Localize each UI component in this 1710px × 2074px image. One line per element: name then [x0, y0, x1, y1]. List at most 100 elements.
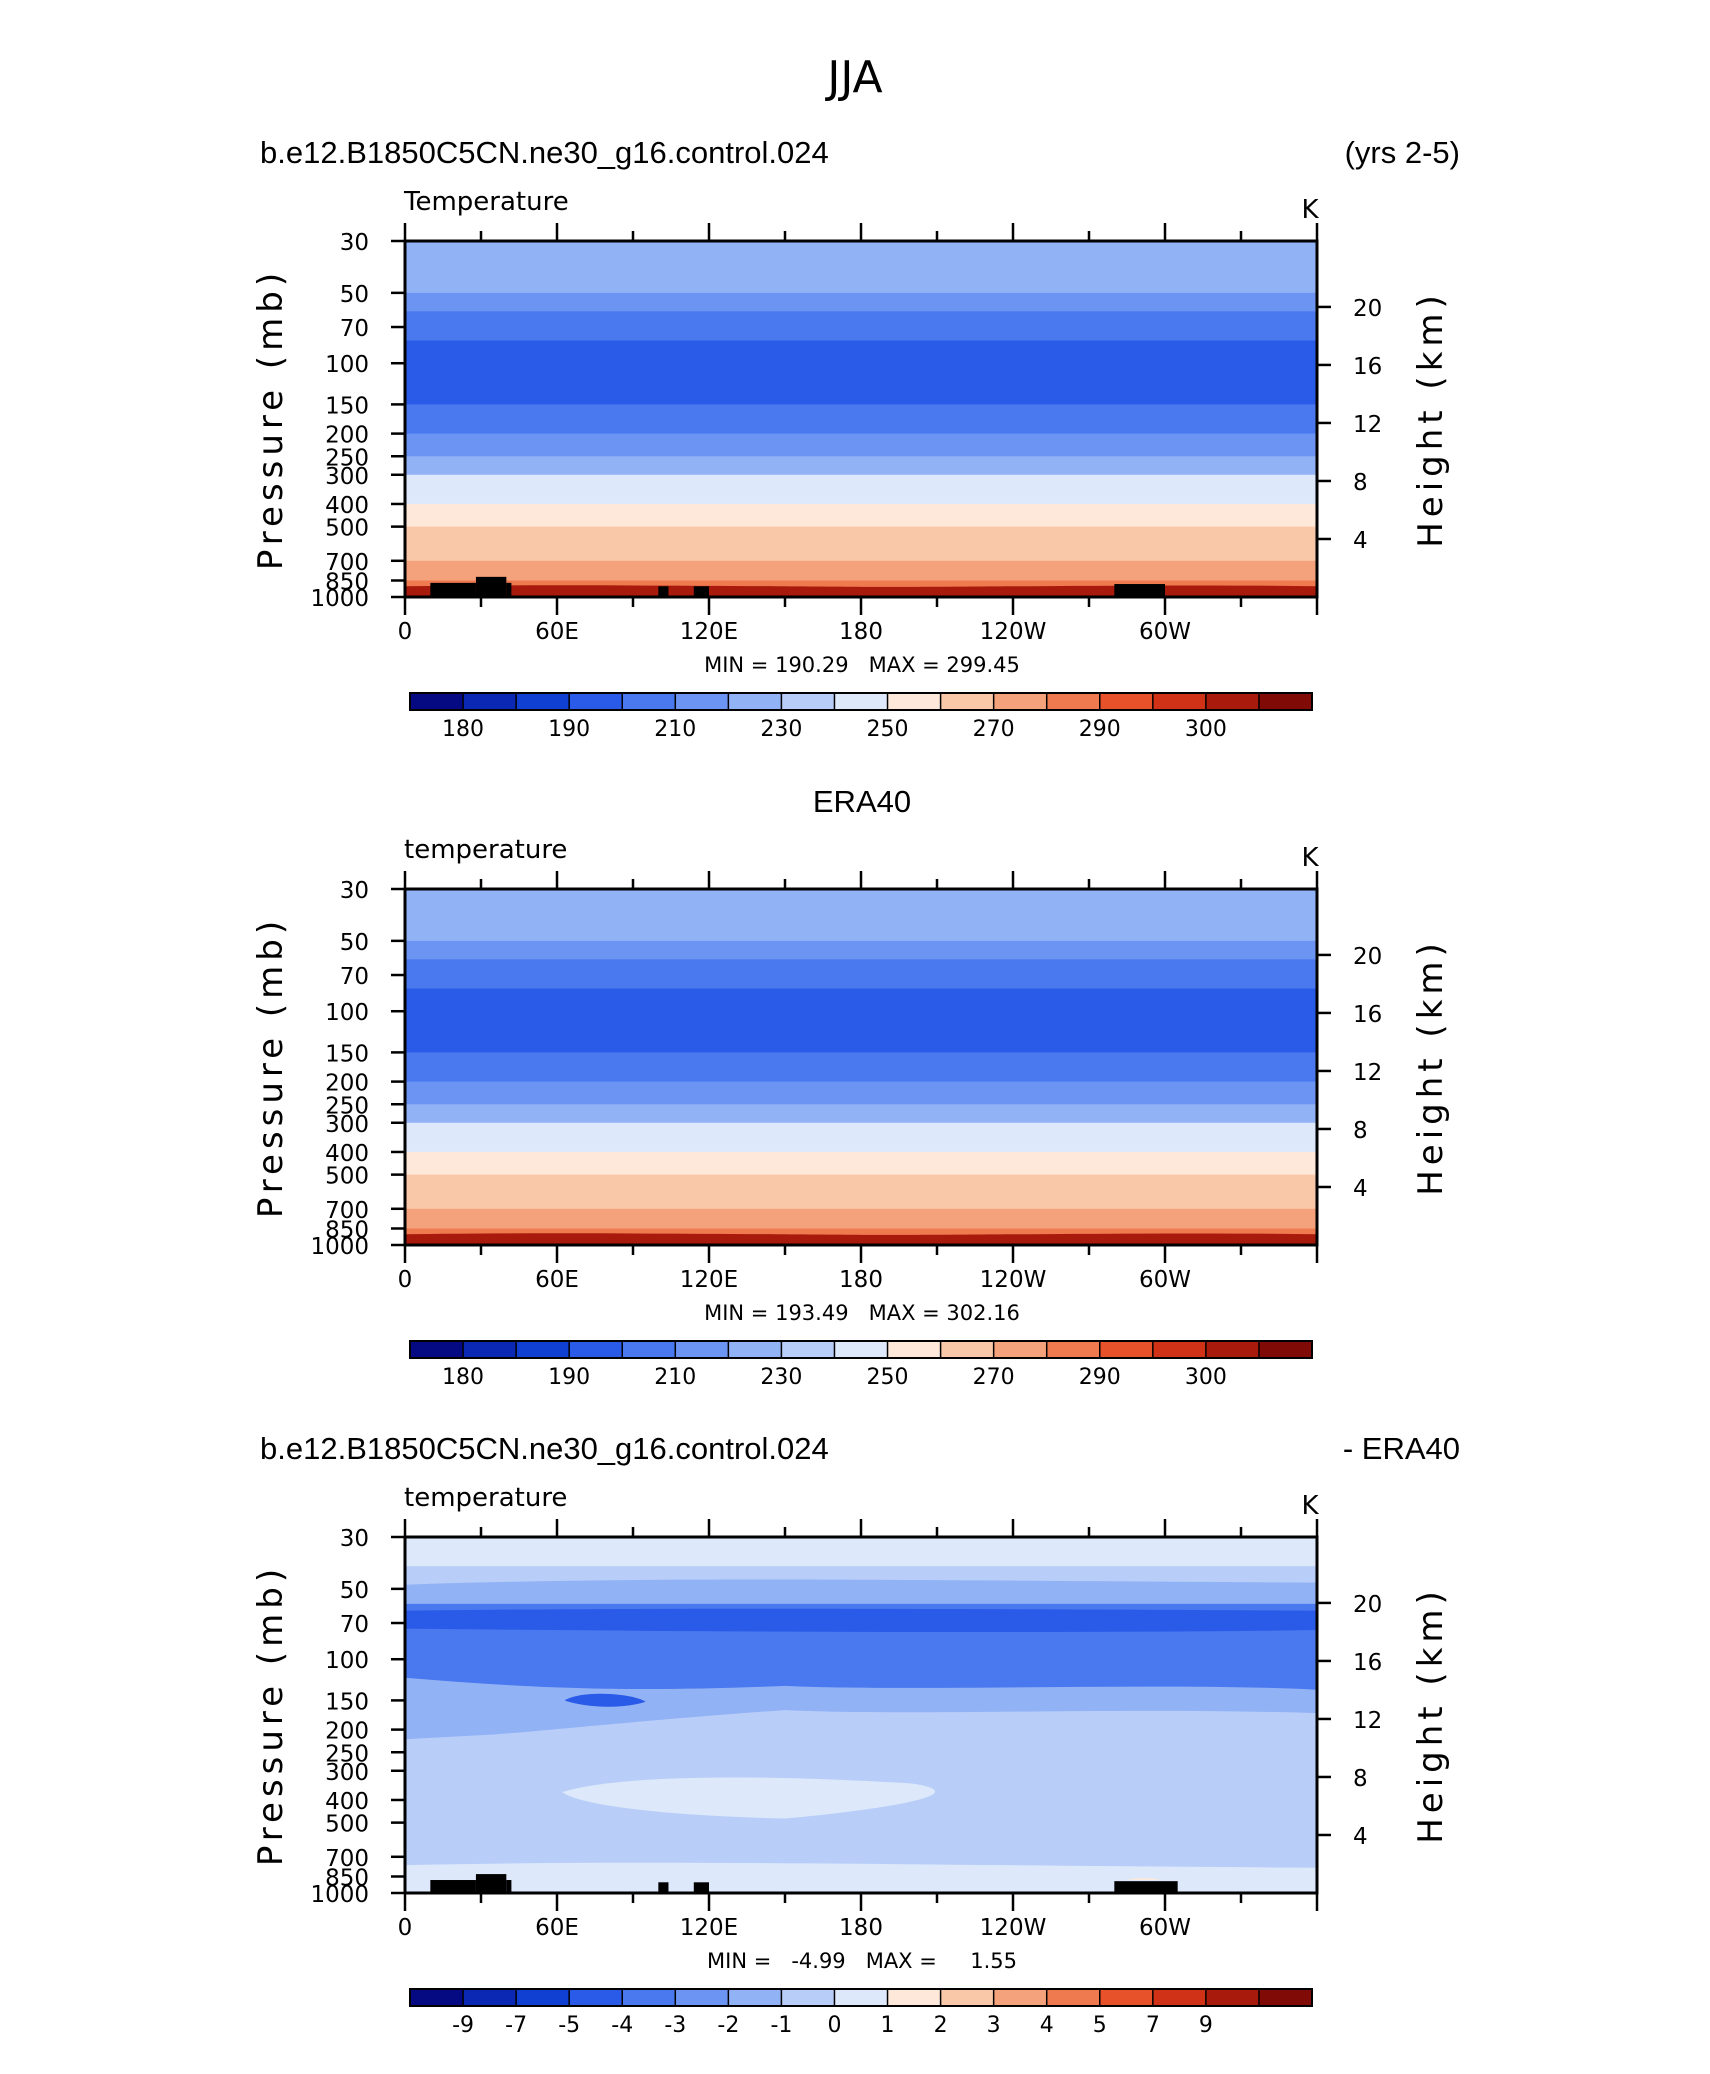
- y-tick-label: 100: [325, 1000, 369, 1026]
- y-tick-label: 250: [325, 1093, 369, 1119]
- contour-band: [405, 1537, 1317, 1567]
- panel-3-ylabel-right: Height (km): [1411, 1586, 1451, 1844]
- panel-1-stats: MIN = 190.29 MAX = 299.45: [704, 653, 1020, 677]
- y-tick-label: 300: [325, 1760, 369, 1786]
- colorbar-swatch: [728, 693, 782, 710]
- colorbar-tick-label: 190: [548, 1365, 590, 1390]
- y-tick-label: 70: [340, 316, 369, 342]
- colorbar-swatch: [1258, 693, 1313, 710]
- contour-band: [405, 433, 1317, 458]
- colorbar-swatch: [463, 693, 517, 710]
- contour-band: [1127, 1878, 1160, 1881]
- topography-mask: [693, 586, 709, 597]
- y-tick-label: 50: [340, 1578, 369, 1604]
- x-tick-label: 180: [839, 1915, 883, 1941]
- colorbar-swatch: [1046, 1341, 1101, 1358]
- colorbar-swatch: [940, 1989, 995, 2006]
- x-tick-label: 120E: [680, 1915, 738, 1941]
- panel-1-header-right: (yrs 2-5): [1345, 135, 1460, 170]
- x-tick-label: 60W: [1139, 1915, 1191, 1941]
- contour-band: [562, 1777, 936, 1819]
- x-tick-label: 120E: [680, 619, 738, 645]
- colorbar-swatch: [1205, 1341, 1260, 1358]
- colorbar-tick-label: -4: [611, 2013, 633, 2038]
- contour-band: [405, 340, 1317, 365]
- panel-3-ylabel: Pressure (mb): [251, 1564, 291, 1866]
- contour-band: [405, 503, 1317, 528]
- panel-1-ylabel: Pressure (mb): [251, 268, 291, 570]
- topography-mask: [475, 576, 507, 597]
- y-tick-label: 250: [325, 1741, 369, 1767]
- contour-band: [564, 1693, 646, 1707]
- y-tick-label: 150: [325, 393, 369, 419]
- colorbar-swatch: [569, 1341, 623, 1358]
- y-tick-label: 500: [325, 1812, 369, 1838]
- colorbar-tick-label: 230: [760, 717, 802, 742]
- colorbar-tick-label: 270: [973, 1365, 1015, 1390]
- y-tick-label: 200: [325, 423, 369, 449]
- x-tick-label: 180: [839, 1267, 883, 1293]
- x-tick-label: 180: [839, 619, 883, 645]
- panel-3-header-right: - ERA40: [1343, 1431, 1460, 1466]
- colorbar-tick-label: 210: [654, 1365, 696, 1390]
- colorbar-tick-label: 5: [1093, 2013, 1107, 2038]
- y-tick-label: 300: [325, 464, 369, 490]
- colorbar-swatch: [1099, 693, 1154, 710]
- colorbar-swatch: [1205, 1989, 1260, 2006]
- colorbar-swatch: [410, 693, 464, 710]
- panel-1-contour-field: [405, 241, 1317, 597]
- contour-band: [405, 474, 1317, 505]
- figure-title: JJA: [824, 52, 882, 103]
- y-tick-label: 50: [340, 930, 369, 956]
- colorbar-swatch: [622, 1341, 676, 1358]
- y-tick-label: 700: [325, 550, 369, 576]
- y2-tick-label: 8: [1353, 1118, 1368, 1144]
- colorbar-swatch: [675, 1341, 729, 1358]
- contour-band: [405, 1608, 1317, 1633]
- contour-band: [405, 1862, 1317, 1893]
- y2-tick-label: 8: [1353, 1766, 1368, 1792]
- contour-band: [405, 585, 1317, 597]
- panel-3: b.e12.B1850C5CN.ne30_g16.control.024 - E…: [251, 1431, 1460, 2038]
- y2-tick-label: 4: [1353, 1176, 1368, 1202]
- topography-mask: [430, 582, 476, 597]
- y-tick-label: 150: [325, 1041, 369, 1067]
- colorbar-tick-label: 180: [442, 717, 484, 742]
- colorbar-tick-label: -2: [717, 2013, 739, 2038]
- y2-tick-label: 4: [1353, 528, 1368, 554]
- x-tick-label: 60E: [535, 1915, 579, 1941]
- y-tick-label: 700: [325, 1846, 369, 1872]
- y-tick-label: 70: [340, 964, 369, 990]
- colorbar-swatch: [410, 1341, 464, 1358]
- colorbar-swatch: [781, 1341, 835, 1358]
- topography-mask: [1114, 584, 1165, 597]
- contour-band: [405, 363, 1317, 406]
- x-tick-label: 120W: [980, 1267, 1047, 1293]
- contour-band: [405, 1151, 1317, 1176]
- colorbar-swatch: [993, 693, 1048, 710]
- colorbar-swatch: [569, 1989, 623, 2006]
- panel-2-contour-field: [405, 889, 1317, 1245]
- colorbar-tick-label: 230: [760, 1365, 802, 1390]
- y2-tick-label: 4: [1353, 1824, 1368, 1850]
- y-tick-label: 1000: [310, 586, 369, 612]
- panel-2-ylabel: Pressure (mb): [251, 916, 291, 1218]
- colorbar-swatch: [463, 1989, 517, 2006]
- x-tick-label: 60W: [1139, 1267, 1191, 1293]
- x-tick-label: 120W: [980, 1915, 1047, 1941]
- contour-band: [405, 1011, 1317, 1054]
- y2-tick-label: 12: [1353, 1060, 1382, 1086]
- y-tick-label: 150: [325, 1689, 369, 1715]
- colorbar-swatch: [1152, 1989, 1207, 2006]
- panel-3-contour-field: [405, 1537, 1317, 1893]
- x-tick-label: 60E: [535, 619, 579, 645]
- y-tick-label: 1000: [310, 1234, 369, 1260]
- colorbar-swatch: [887, 693, 942, 710]
- topography-mask: [506, 1880, 512, 1893]
- colorbar-swatch: [834, 1341, 889, 1358]
- y-tick-label: 50: [340, 282, 369, 308]
- colorbar-swatch: [834, 1989, 889, 2006]
